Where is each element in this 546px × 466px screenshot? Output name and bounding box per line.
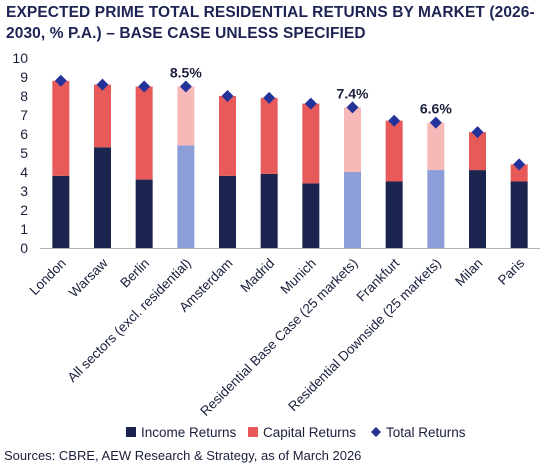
bar-capital <box>135 86 153 180</box>
total-marker <box>138 80 151 93</box>
x-tick-label: London <box>26 256 68 298</box>
data-label: 7.4% <box>337 85 369 101</box>
x-tick-label: Residential Downside (25 markets) <box>285 256 444 415</box>
total-marker <box>221 90 234 102</box>
legend-label: Income Returns <box>141 425 237 440</box>
bar-capital <box>52 80 70 176</box>
y-tick-label: 8 <box>20 88 28 104</box>
total-marker <box>179 80 192 93</box>
x-tick-label: Madrid <box>238 256 278 296</box>
bar-capital <box>385 120 403 182</box>
data-label: 6.6% <box>420 101 452 117</box>
total-marker <box>513 158 526 171</box>
bar-income <box>135 179 153 248</box>
source-note: Sources: CBRE, AEW Research & Strategy, … <box>4 448 362 463</box>
y-tick-label: 1 <box>20 221 28 237</box>
total-marker <box>54 74 67 87</box>
y-tick-label: 9 <box>20 69 28 85</box>
x-tick-label: Berlin <box>117 256 152 291</box>
bar-income <box>469 170 486 248</box>
bar-income <box>260 173 278 248</box>
x-tick-label: Munich <box>278 256 319 297</box>
legend-swatch <box>371 427 381 437</box>
y-tick-label: 7 <box>20 107 28 123</box>
x-tick-label: Warsaw <box>66 255 111 300</box>
legend-label: Total Returns <box>386 425 466 440</box>
total-marker <box>96 78 109 91</box>
bar-capital <box>344 107 361 172</box>
total-marker <box>471 126 484 139</box>
x-tick-label: Residential Base Case (25 markets) <box>197 256 360 419</box>
y-tick-label: 0 <box>20 240 28 256</box>
legend-swatch <box>248 427 258 437</box>
y-tick-label: 3 <box>20 183 28 199</box>
bar-capital <box>94 84 111 148</box>
total-marker <box>304 97 317 110</box>
legend-label: Capital Returns <box>263 425 356 440</box>
y-tick-label: 6 <box>20 126 28 142</box>
y-tick-label: 4 <box>20 164 28 180</box>
bar-income <box>94 147 111 248</box>
chart-title: EXPECTED PRIME TOTAL RESIDENTIAL RETURNS… <box>6 4 535 42</box>
x-tick-label: Milan <box>452 256 485 289</box>
bar-income <box>52 175 70 248</box>
total-marker <box>429 116 442 129</box>
total-marker <box>263 91 276 104</box>
y-tick-label: 10 <box>12 50 28 66</box>
bar-capital <box>510 164 528 182</box>
y-tick-label: 5 <box>20 145 28 161</box>
bar-income <box>385 181 403 248</box>
data-label: 8.5% <box>170 65 202 81</box>
bar-capital <box>469 132 486 171</box>
total-marker <box>346 101 359 114</box>
bar-income <box>177 145 195 248</box>
bar-income <box>302 183 320 248</box>
bar-income <box>219 175 236 248</box>
bar-capital <box>302 103 320 184</box>
bar-capital <box>427 122 445 171</box>
bar-capital <box>177 86 195 146</box>
bar-capital <box>260 97 278 174</box>
y-tick-label: 2 <box>20 202 28 218</box>
legend-swatch <box>126 427 136 437</box>
bar-capital <box>219 96 236 176</box>
bar-income <box>344 172 361 248</box>
bar-income <box>510 181 528 248</box>
bar-income <box>427 170 445 248</box>
x-tick-label: Paris <box>495 255 528 288</box>
total-marker <box>388 114 401 127</box>
